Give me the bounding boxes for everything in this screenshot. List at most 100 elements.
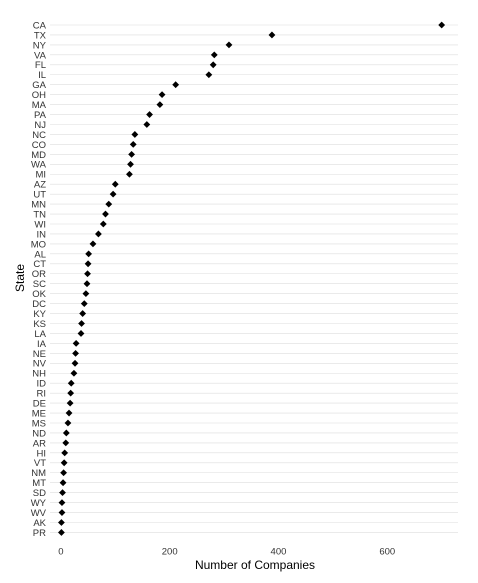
state-label-la: LA xyxy=(34,329,46,340)
data-point-ut xyxy=(109,190,117,198)
x-tick-label-0: 0 xyxy=(58,546,63,557)
data-point-mi xyxy=(126,170,133,178)
state-label-nj: NJ xyxy=(34,120,46,131)
data-point-ne xyxy=(72,349,79,357)
state-label-hi: HI xyxy=(37,448,47,459)
state-label-az: AZ xyxy=(34,180,46,191)
state-label-nc: NC xyxy=(32,130,46,141)
data-point-sd xyxy=(59,489,66,497)
data-point-ar xyxy=(62,439,70,447)
gridlines xyxy=(50,24,458,533)
state-label-id: ID xyxy=(37,379,47,390)
data-point-vt xyxy=(60,459,68,467)
x-tick-label-200: 200 xyxy=(162,546,178,557)
data-point-or xyxy=(84,270,91,278)
state-label-ky: KY xyxy=(33,309,46,320)
data-point-sc xyxy=(83,280,91,288)
data-point-ny xyxy=(225,41,233,49)
state-label-ms: MS xyxy=(32,418,46,429)
state-label-ct: CT xyxy=(33,259,46,270)
state-label-ca: CA xyxy=(33,20,47,31)
state-label-de: DE xyxy=(33,399,46,410)
state-label-ne: NE xyxy=(33,349,46,360)
data-point-pr xyxy=(58,529,65,536)
state-label-mn: MN xyxy=(31,200,46,211)
data-point-hi xyxy=(61,449,69,457)
data-point-nh xyxy=(70,369,78,377)
data-point-wa xyxy=(127,160,134,168)
state-labels: CATXNYVAFLILGAOHMAPANJNCCOMDWAMIAZUTMNTN… xyxy=(31,20,47,538)
data-points xyxy=(58,21,446,536)
state-label-ny: NY xyxy=(33,40,47,51)
state-label-mi: MI xyxy=(35,170,46,181)
data-point-al xyxy=(85,250,93,258)
data-point-ca xyxy=(438,21,446,29)
state-label-ia: IA xyxy=(37,339,47,350)
data-point-wv xyxy=(58,509,66,516)
state-label-nm: NM xyxy=(31,468,46,479)
state-label-ut: UT xyxy=(33,190,46,201)
state-label-tn: TN xyxy=(33,209,46,220)
data-point-ky xyxy=(79,310,87,317)
data-point-ga xyxy=(172,81,180,89)
data-point-mo xyxy=(89,240,97,248)
x-axis-title: Number of Companies xyxy=(195,558,315,572)
data-point-ri xyxy=(67,389,75,397)
state-label-pa: PA xyxy=(34,110,47,121)
state-label-nh: NH xyxy=(32,369,46,380)
state-label-wi: WI xyxy=(34,219,46,230)
state-label-wa: WA xyxy=(31,160,47,171)
data-point-md xyxy=(128,150,135,158)
state-label-ri: RI xyxy=(37,389,47,400)
state-label-pr: PR xyxy=(33,528,46,539)
state-label-or: OR xyxy=(32,269,46,280)
data-point-il xyxy=(205,71,213,79)
state-label-al: AL xyxy=(34,249,46,260)
state-label-wy: WY xyxy=(31,498,47,509)
state-label-me: ME xyxy=(32,408,46,419)
state-label-nd: ND xyxy=(32,428,46,439)
data-point-tn xyxy=(102,210,109,218)
data-point-va xyxy=(210,51,218,59)
data-point-ia xyxy=(72,340,80,347)
data-point-ok xyxy=(82,290,90,298)
data-point-ak xyxy=(58,519,65,526)
data-point-me xyxy=(65,409,73,417)
data-point-de xyxy=(66,399,74,407)
state-label-nv: NV xyxy=(33,359,47,370)
state-label-mo: MO xyxy=(31,239,46,250)
state-label-wv: WV xyxy=(31,508,47,519)
data-point-nm xyxy=(60,469,67,477)
data-point-ma xyxy=(156,101,164,108)
state-label-ok: OK xyxy=(32,289,46,300)
data-point-id xyxy=(67,379,75,387)
state-label-in: IN xyxy=(37,229,47,240)
data-point-nc xyxy=(131,131,139,138)
state-label-il: IL xyxy=(38,70,46,81)
data-point-wy xyxy=(58,499,66,506)
data-point-wi xyxy=(99,220,107,228)
data-point-mt xyxy=(59,479,67,487)
state-label-ar: AR xyxy=(33,438,46,449)
state-label-co: CO xyxy=(32,140,46,151)
state-label-sd: SD xyxy=(33,488,46,499)
state-label-fl: FL xyxy=(35,60,46,71)
data-point-co xyxy=(129,141,137,148)
data-point-mn xyxy=(105,200,113,208)
data-point-nv xyxy=(71,359,79,367)
data-point-nj xyxy=(143,121,151,128)
data-point-ms xyxy=(64,419,72,427)
data-point-pa xyxy=(146,111,153,118)
state-label-ma: MA xyxy=(32,100,47,111)
state-label-tx: TX xyxy=(34,30,47,41)
x-tick-label-400: 400 xyxy=(271,546,287,557)
data-point-ct xyxy=(84,260,92,268)
data-point-la xyxy=(77,330,85,337)
state-label-ks: KS xyxy=(33,319,46,330)
data-point-in xyxy=(95,230,102,238)
y-axis-title: State xyxy=(13,264,27,292)
x-tick-label-600: 600 xyxy=(379,546,395,557)
data-point-fl xyxy=(209,61,217,69)
state-label-oh: OH xyxy=(32,90,46,101)
